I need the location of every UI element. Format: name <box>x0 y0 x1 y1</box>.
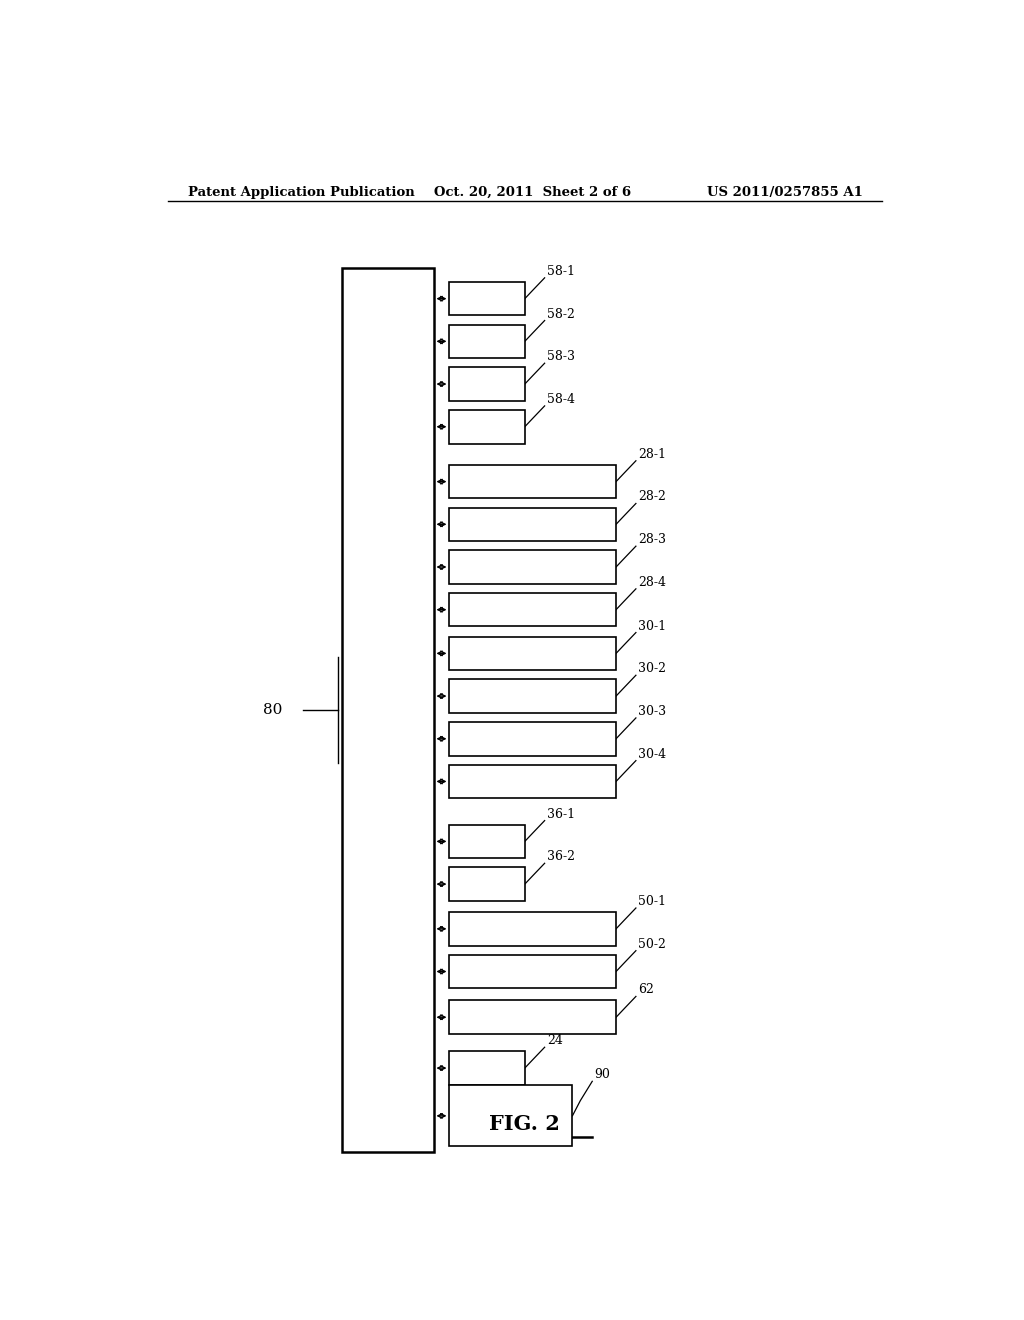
Text: Oct. 20, 2011  Sheet 2 of 6: Oct. 20, 2011 Sheet 2 of 6 <box>433 186 631 199</box>
Text: Patent Application Publication: Patent Application Publication <box>187 186 415 199</box>
Bar <box>450 867 524 900</box>
Text: 58-3: 58-3 <box>547 350 575 363</box>
Bar <box>450 550 616 583</box>
Bar <box>342 268 433 1152</box>
Text: US 2011/0257855 A1: US 2011/0257855 A1 <box>708 186 863 199</box>
Bar <box>450 825 524 858</box>
Text: 28-2: 28-2 <box>638 491 667 503</box>
Text: 36-2: 36-2 <box>547 850 575 863</box>
Bar <box>450 465 616 499</box>
Bar <box>450 722 616 755</box>
Text: 80: 80 <box>263 704 283 717</box>
Text: 50-1: 50-1 <box>638 895 667 908</box>
Text: 28-1: 28-1 <box>638 447 667 461</box>
Bar <box>450 636 616 671</box>
Text: 30-4: 30-4 <box>638 747 667 760</box>
Text: 90: 90 <box>595 1068 610 1081</box>
Text: 36-1: 36-1 <box>547 808 575 821</box>
Text: 24: 24 <box>547 1035 563 1047</box>
Bar <box>450 954 616 989</box>
Bar <box>450 1085 572 1146</box>
Bar <box>450 507 616 541</box>
Bar <box>450 282 524 315</box>
Text: 62: 62 <box>638 983 654 997</box>
Text: 58-1: 58-1 <box>547 265 575 277</box>
Bar <box>450 764 616 799</box>
Bar <box>450 912 616 945</box>
Text: 58-2: 58-2 <box>547 308 574 321</box>
Bar <box>450 593 616 627</box>
Bar <box>450 1001 616 1034</box>
Text: 58-4: 58-4 <box>547 393 575 405</box>
Bar <box>450 325 524 358</box>
Bar <box>450 1051 524 1085</box>
Text: 30-3: 30-3 <box>638 705 667 718</box>
Bar <box>450 411 524 444</box>
Bar <box>450 680 616 713</box>
Text: 50-2: 50-2 <box>638 937 667 950</box>
Bar <box>450 367 524 401</box>
Text: 30-2: 30-2 <box>638 663 667 676</box>
Text: 30-1: 30-1 <box>638 619 667 632</box>
Text: FIG. 2: FIG. 2 <box>489 1114 560 1134</box>
Text: 28-3: 28-3 <box>638 533 667 546</box>
Text: 28-4: 28-4 <box>638 576 667 589</box>
